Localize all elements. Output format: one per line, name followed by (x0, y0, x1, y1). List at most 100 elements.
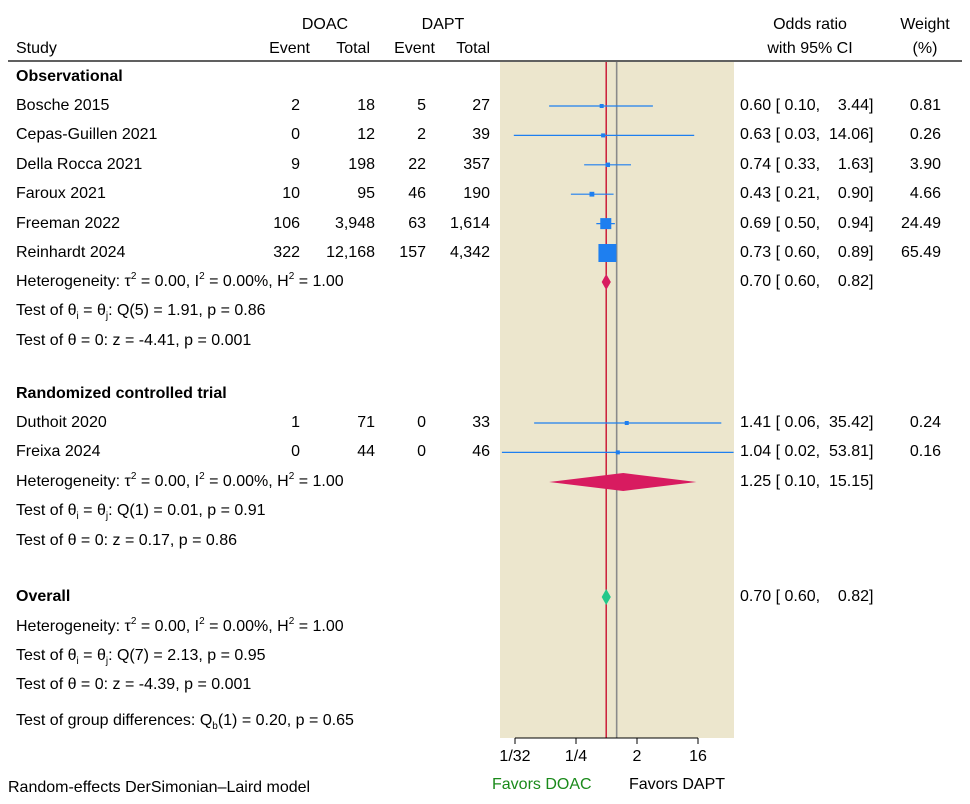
dapt-event-value: 63 (408, 214, 426, 232)
dapt-event-value: 22 (408, 155, 426, 173)
doac-total-value: 95 (357, 185, 375, 203)
weight-value: 4.66 (909, 185, 941, 203)
group-differences-test: Test of group differences: Qb(1) = 0.20,… (16, 712, 354, 733)
heterogeneity-stats: Heterogeneity: τ2 = 0.00, I2 = 0.00%, H2… (16, 471, 344, 491)
doac-event-header: Event (269, 40, 310, 57)
doac-total-value: 198 (348, 155, 375, 173)
dapt-total-value: 39 (472, 126, 490, 144)
study-name: Duthoit 2020 (16, 414, 107, 431)
effect-test: Test of θ = 0: z = 0.17, p = 0.86 (16, 532, 238, 549)
weight-header: Weight (900, 16, 950, 33)
doac-event-value: 0 (291, 126, 300, 144)
study-name: Freixa 2024 (16, 443, 101, 461)
subgroup-heading: Randomized controlled trial (16, 385, 227, 402)
doac-total-value: 18 (357, 97, 375, 114)
doac-event-value: 9 (291, 155, 300, 173)
effect-test: Test of θ = 0: z = -4.39, p = 0.001 (16, 676, 252, 693)
weight-value: 24.49 (900, 214, 941, 232)
dapt-event-value: 5 (417, 97, 426, 114)
pooled-or-ci: 1.25 [ 0.10, 15.15] (740, 473, 874, 490)
dapt-event-value: 46 (408, 185, 426, 203)
homogeneity-test: Test of θi = θj: Q(1) = 0.01, p = 0.91 (16, 502, 266, 523)
or-ci-value: 1.04 [ 0.02, 53.81] (740, 443, 874, 461)
dapt-total-value: 4,342 (449, 244, 490, 261)
study-marker (600, 218, 612, 230)
study-marker (601, 133, 606, 138)
study-name: Cepas-Guillen 2021 (16, 126, 158, 144)
dapt-total-value: 27 (472, 97, 490, 114)
dapt-total-value: 190 (463, 185, 490, 203)
dapt-event-value: 157 (399, 244, 426, 261)
x-tick-label: 2 (632, 748, 642, 765)
weight-value: 0.26 (909, 126, 941, 144)
or-ci-value: 0.74 [ 0.33, 1.63] (740, 155, 874, 173)
dapt-event-header: Event (394, 40, 435, 57)
study-name: Faroux 2021 (16, 185, 106, 203)
dapt-total-header: Total (456, 40, 490, 57)
dapt-total-value: 46 (472, 443, 490, 461)
weight-value: 65.49 (900, 244, 941, 261)
heterogeneity-stats: Heterogeneity: τ2 = 0.00, I2 = 0.00%, H2… (16, 616, 344, 636)
doac-total-value: 12,168 (326, 244, 375, 261)
homogeneity-test: Test of θi = θj: Q(5) = 1.91, p = 0.86 (16, 302, 266, 323)
dapt-total-value: 357 (463, 155, 490, 173)
or-ci-value: 0.43 [ 0.21, 0.90] (740, 185, 874, 203)
x-tick-label: 16 (689, 748, 707, 765)
overall-heading: Overall (16, 588, 71, 605)
study-name: Reinhardt 2024 (16, 244, 126, 261)
study-name: Della Rocca 2021 (16, 155, 143, 173)
doac-group-header: DOAC (301, 16, 349, 33)
doac-total-value: 12 (357, 126, 375, 144)
dapt-event-value: 0 (417, 414, 426, 431)
doac-event-value: 106 (273, 214, 300, 232)
study-marker (599, 104, 604, 108)
study-marker (589, 191, 595, 197)
subgroup-heading: Observational (16, 68, 123, 85)
weight-value: 0.81 (909, 97, 941, 114)
dapt-total-value: 33 (472, 414, 490, 431)
doac-total-header: Total (336, 40, 370, 57)
effect-test: Test of θ = 0: z = -4.41, p = 0.001 (16, 332, 252, 349)
odds-ratio-header: Odds ratio (773, 16, 847, 33)
study-marker (605, 162, 611, 167)
doac-event-value: 10 (282, 185, 300, 203)
subgroup-diamond (601, 274, 611, 290)
weight-value: 0.24 (909, 414, 941, 431)
weight-unit-header: (%) (912, 40, 938, 57)
homogeneity-test: Test of θi = θj: Q(7) = 2.13, p = 0.95 (16, 647, 266, 668)
study-column-header: Study (16, 40, 57, 57)
ci-header: with 95% CI (767, 40, 853, 57)
dapt-event-value: 2 (417, 126, 426, 144)
dapt-total-value: 1,614 (449, 214, 490, 232)
or-ci-value: 0.73 [ 0.60, 0.89] (740, 244, 874, 261)
or-ci-value: 0.69 [ 0.50, 0.94] (740, 214, 874, 232)
study-name: Freeman 2022 (16, 214, 121, 232)
doac-total-value: 71 (357, 414, 375, 431)
overall-diamond (601, 589, 611, 605)
doac-total-value: 44 (357, 443, 375, 461)
study-marker (615, 450, 620, 455)
doac-event-value: 0 (291, 443, 300, 461)
weight-value: 3.90 (909, 155, 941, 173)
dapt-event-value: 0 (417, 443, 426, 461)
dapt-group-header: DAPT (421, 16, 465, 33)
or-ci-value: 1.41 [ 0.06, 35.42] (740, 414, 874, 431)
or-ci-value: 0.63 [ 0.03, 14.06] (740, 126, 874, 144)
doac-total-value: 3,948 (334, 214, 375, 232)
study-marker (624, 421, 629, 425)
x-tick-label: 1/32 (499, 748, 531, 765)
study-marker (598, 244, 617, 262)
doac-event-value: 1 (291, 414, 300, 431)
doac-event-value: 2 (291, 97, 300, 114)
model-note: Random-effects DerSimonian–Laird model (8, 779, 311, 796)
subgroup-diamond (549, 473, 697, 491)
pooled-or-ci: 0.70 [ 0.60, 0.82] (740, 273, 874, 290)
weight-value: 0.16 (909, 443, 941, 461)
favors-dapt-label: Favors DAPT (629, 776, 726, 793)
study-name: Bosche 2015 (16, 97, 110, 114)
doac-event-value: 322 (273, 244, 300, 261)
heterogeneity-stats: Heterogeneity: τ2 = 0.00, I2 = 0.00%, H2… (16, 271, 344, 291)
or-ci-value: 0.60 [ 0.10, 3.44] (740, 97, 874, 114)
favors-doac-label: Favors DOAC (492, 776, 592, 793)
